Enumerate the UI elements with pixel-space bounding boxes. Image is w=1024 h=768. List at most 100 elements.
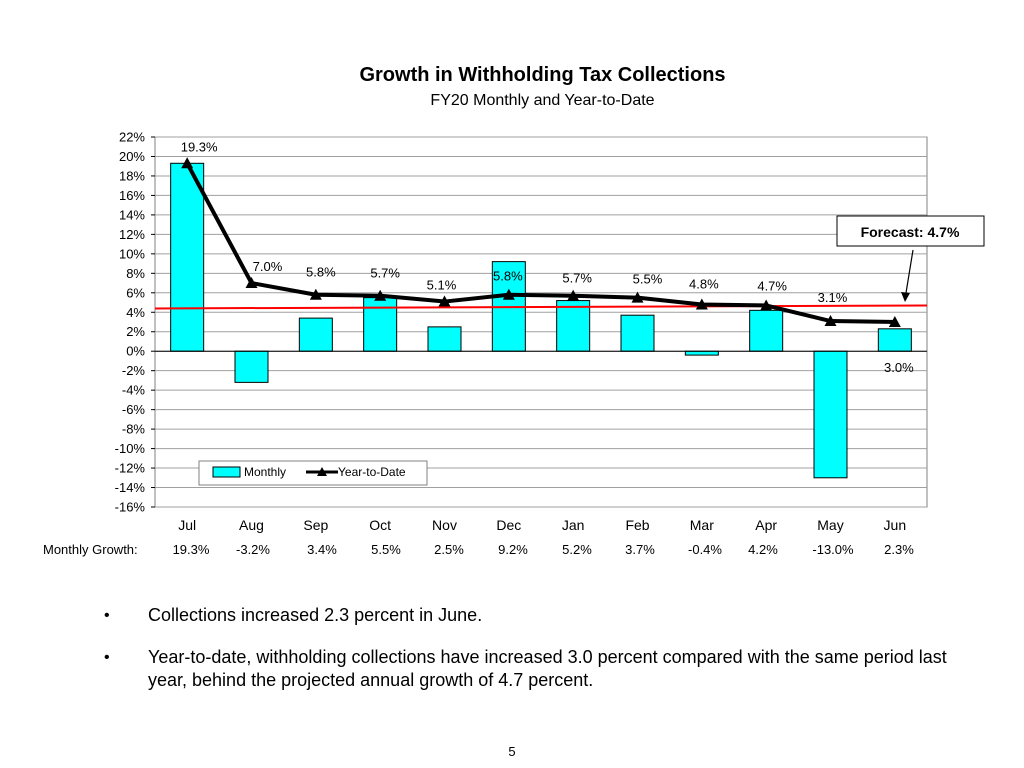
y-tick-label: 10%	[119, 246, 145, 261]
monthly-growth-value: 3.7%	[625, 542, 655, 557]
ytd-marker	[631, 291, 644, 303]
x-tick-label: Sep	[303, 517, 328, 533]
bullet-item: • Collections increased 2.3 percent in J…	[100, 604, 950, 627]
forecast-arrow	[905, 249, 914, 294]
x-tick-label: Feb	[625, 517, 649, 533]
bar-monthly-mar	[684, 350, 719, 356]
bar-monthly-apr	[749, 309, 784, 352]
monthly-growth-label: Monthly Growth:	[43, 542, 138, 557]
bullet-item: • Year-to-date, withholding collections …	[100, 646, 950, 692]
y-tick-label: 14%	[119, 207, 145, 222]
x-tick-label: Nov	[432, 517, 457, 533]
y-tick-label: 16%	[119, 188, 145, 203]
bar-monthly-feb	[620, 314, 655, 352]
ytd-data-label: 5.5%	[633, 272, 663, 287]
y-tick-label: -14%	[115, 480, 146, 495]
ytd-data-label: 4.7%	[757, 278, 787, 293]
bullet-icon: •	[104, 607, 110, 624]
legend-monthly-label: Monthly	[244, 465, 286, 479]
bar-monthly-sep	[298, 317, 333, 352]
ytd-data-label: 3.0%	[884, 360, 914, 375]
monthly-growth-value: 19.3%	[173, 542, 210, 557]
ytd-marker	[824, 315, 837, 327]
monthly-growth-value: 2.5%	[434, 542, 464, 557]
monthly-growth-value: -3.2%	[236, 542, 270, 557]
forecast-line	[154, 304, 928, 310]
y-tick-label: -8%	[122, 422, 146, 437]
monthly-growth-value: 3.4%	[307, 542, 337, 557]
monthly-growth-value: 4.2%	[748, 542, 778, 557]
y-tick-label: -4%	[122, 383, 146, 398]
ytd-data-label: 5.1%	[427, 278, 457, 293]
ytd-data-label: 5.8%	[493, 269, 523, 284]
chart-title: Growth in Withholding Tax Collections	[359, 64, 726, 86]
x-tick-label: Aug	[239, 517, 264, 533]
y-tick-label: 20%	[119, 149, 145, 164]
bar-monthly-jun	[877, 328, 912, 352]
y-tick-label: 22%	[119, 130, 145, 145]
y-tick-label: 12%	[119, 227, 145, 242]
y-tick-label: -10%	[115, 441, 146, 456]
monthly-growth-value: -0.4%	[688, 542, 722, 557]
bullet-text: Year-to-date, withholding collections ha…	[148, 647, 947, 690]
page-number: 5	[508, 744, 516, 759]
x-tick-label: May	[817, 517, 843, 533]
y-tick-label: 8%	[126, 266, 145, 281]
x-tick-label: Oct	[369, 517, 391, 533]
monthly-growth-value: -13.0%	[812, 542, 854, 557]
monthly-growth-value: 2.3%	[884, 542, 914, 557]
y-tick-label: 0%	[126, 344, 145, 359]
y-tick-label: -12%	[115, 461, 146, 476]
bar-monthly-oct	[363, 297, 398, 352]
bar-monthly-nov	[427, 326, 462, 352]
ytd-data-label: 19.3%	[181, 139, 218, 154]
ytd-data-label: 3.1%	[818, 290, 848, 305]
bullet-icon: •	[104, 649, 110, 666]
bar-monthly-may	[813, 350, 848, 479]
y-tick-label: -16%	[115, 500, 146, 515]
x-tick-label: Jul	[178, 517, 196, 533]
monthly-growth-value: 9.2%	[498, 542, 528, 557]
forecast-arrow-head	[901, 292, 910, 302]
ytd-marker	[438, 295, 451, 307]
ytd-marker	[695, 298, 708, 310]
legend-ytd-marker	[317, 467, 327, 476]
bullet-text: Collections increased 2.3 percent in Jun…	[148, 605, 483, 625]
bar-monthly-aug	[234, 350, 269, 383]
x-tick-label: Jun	[884, 517, 907, 533]
legend-monthly-swatch	[212, 466, 241, 478]
forecast-callout	[836, 215, 985, 247]
ytd-marker	[888, 316, 901, 327]
bullet-list: • Collections increased 2.3 percent in J…	[100, 604, 950, 711]
ytd-marker	[309, 288, 322, 300]
ytd-line	[185, 162, 895, 324]
y-tick-label: 18%	[119, 168, 145, 183]
y-tick-label: 2%	[126, 324, 145, 339]
y-tick-label: 6%	[126, 285, 145, 300]
chart-subtitle: FY20 Monthly and Year-to-Date	[430, 92, 655, 109]
monthly-growth-value: 5.5%	[371, 542, 401, 557]
legend-ytd-label: Year-to-Date	[338, 465, 406, 479]
x-tick-label: Dec	[496, 517, 521, 533]
ytd-data-label: 5.7%	[562, 271, 592, 286]
forecast-callout-label: Forecast: 4.7%	[861, 224, 960, 240]
x-tick-label: Jan	[562, 517, 585, 533]
x-tick-label: Mar	[690, 517, 714, 533]
ytd-marker	[245, 277, 258, 289]
ytd-marker	[374, 289, 387, 301]
y-tick-label: 4%	[126, 305, 145, 320]
ytd-data-label: 5.7%	[370, 266, 400, 281]
ytd-marker	[567, 289, 580, 301]
bar-monthly-jul	[170, 162, 205, 352]
x-tick-label: Apr	[755, 517, 777, 533]
ytd-data-label: 4.8%	[689, 276, 719, 291]
ytd-data-label: 5.8%	[306, 265, 336, 280]
ytd-marker	[760, 299, 773, 311]
ytd-data-label: 7.0%	[253, 259, 283, 274]
monthly-growth-value: 5.2%	[562, 542, 592, 557]
chart: 22% 20% 18% 16% 14% 12% 10% 8% 6% 4% 2% 0% -2% -4% -6%…	[43, 130, 985, 557]
ytd-marker	[181, 157, 194, 169]
plot-area	[154, 136, 928, 508]
ytd-marker	[502, 288, 515, 300]
bar-monthly-jan	[556, 300, 591, 352]
